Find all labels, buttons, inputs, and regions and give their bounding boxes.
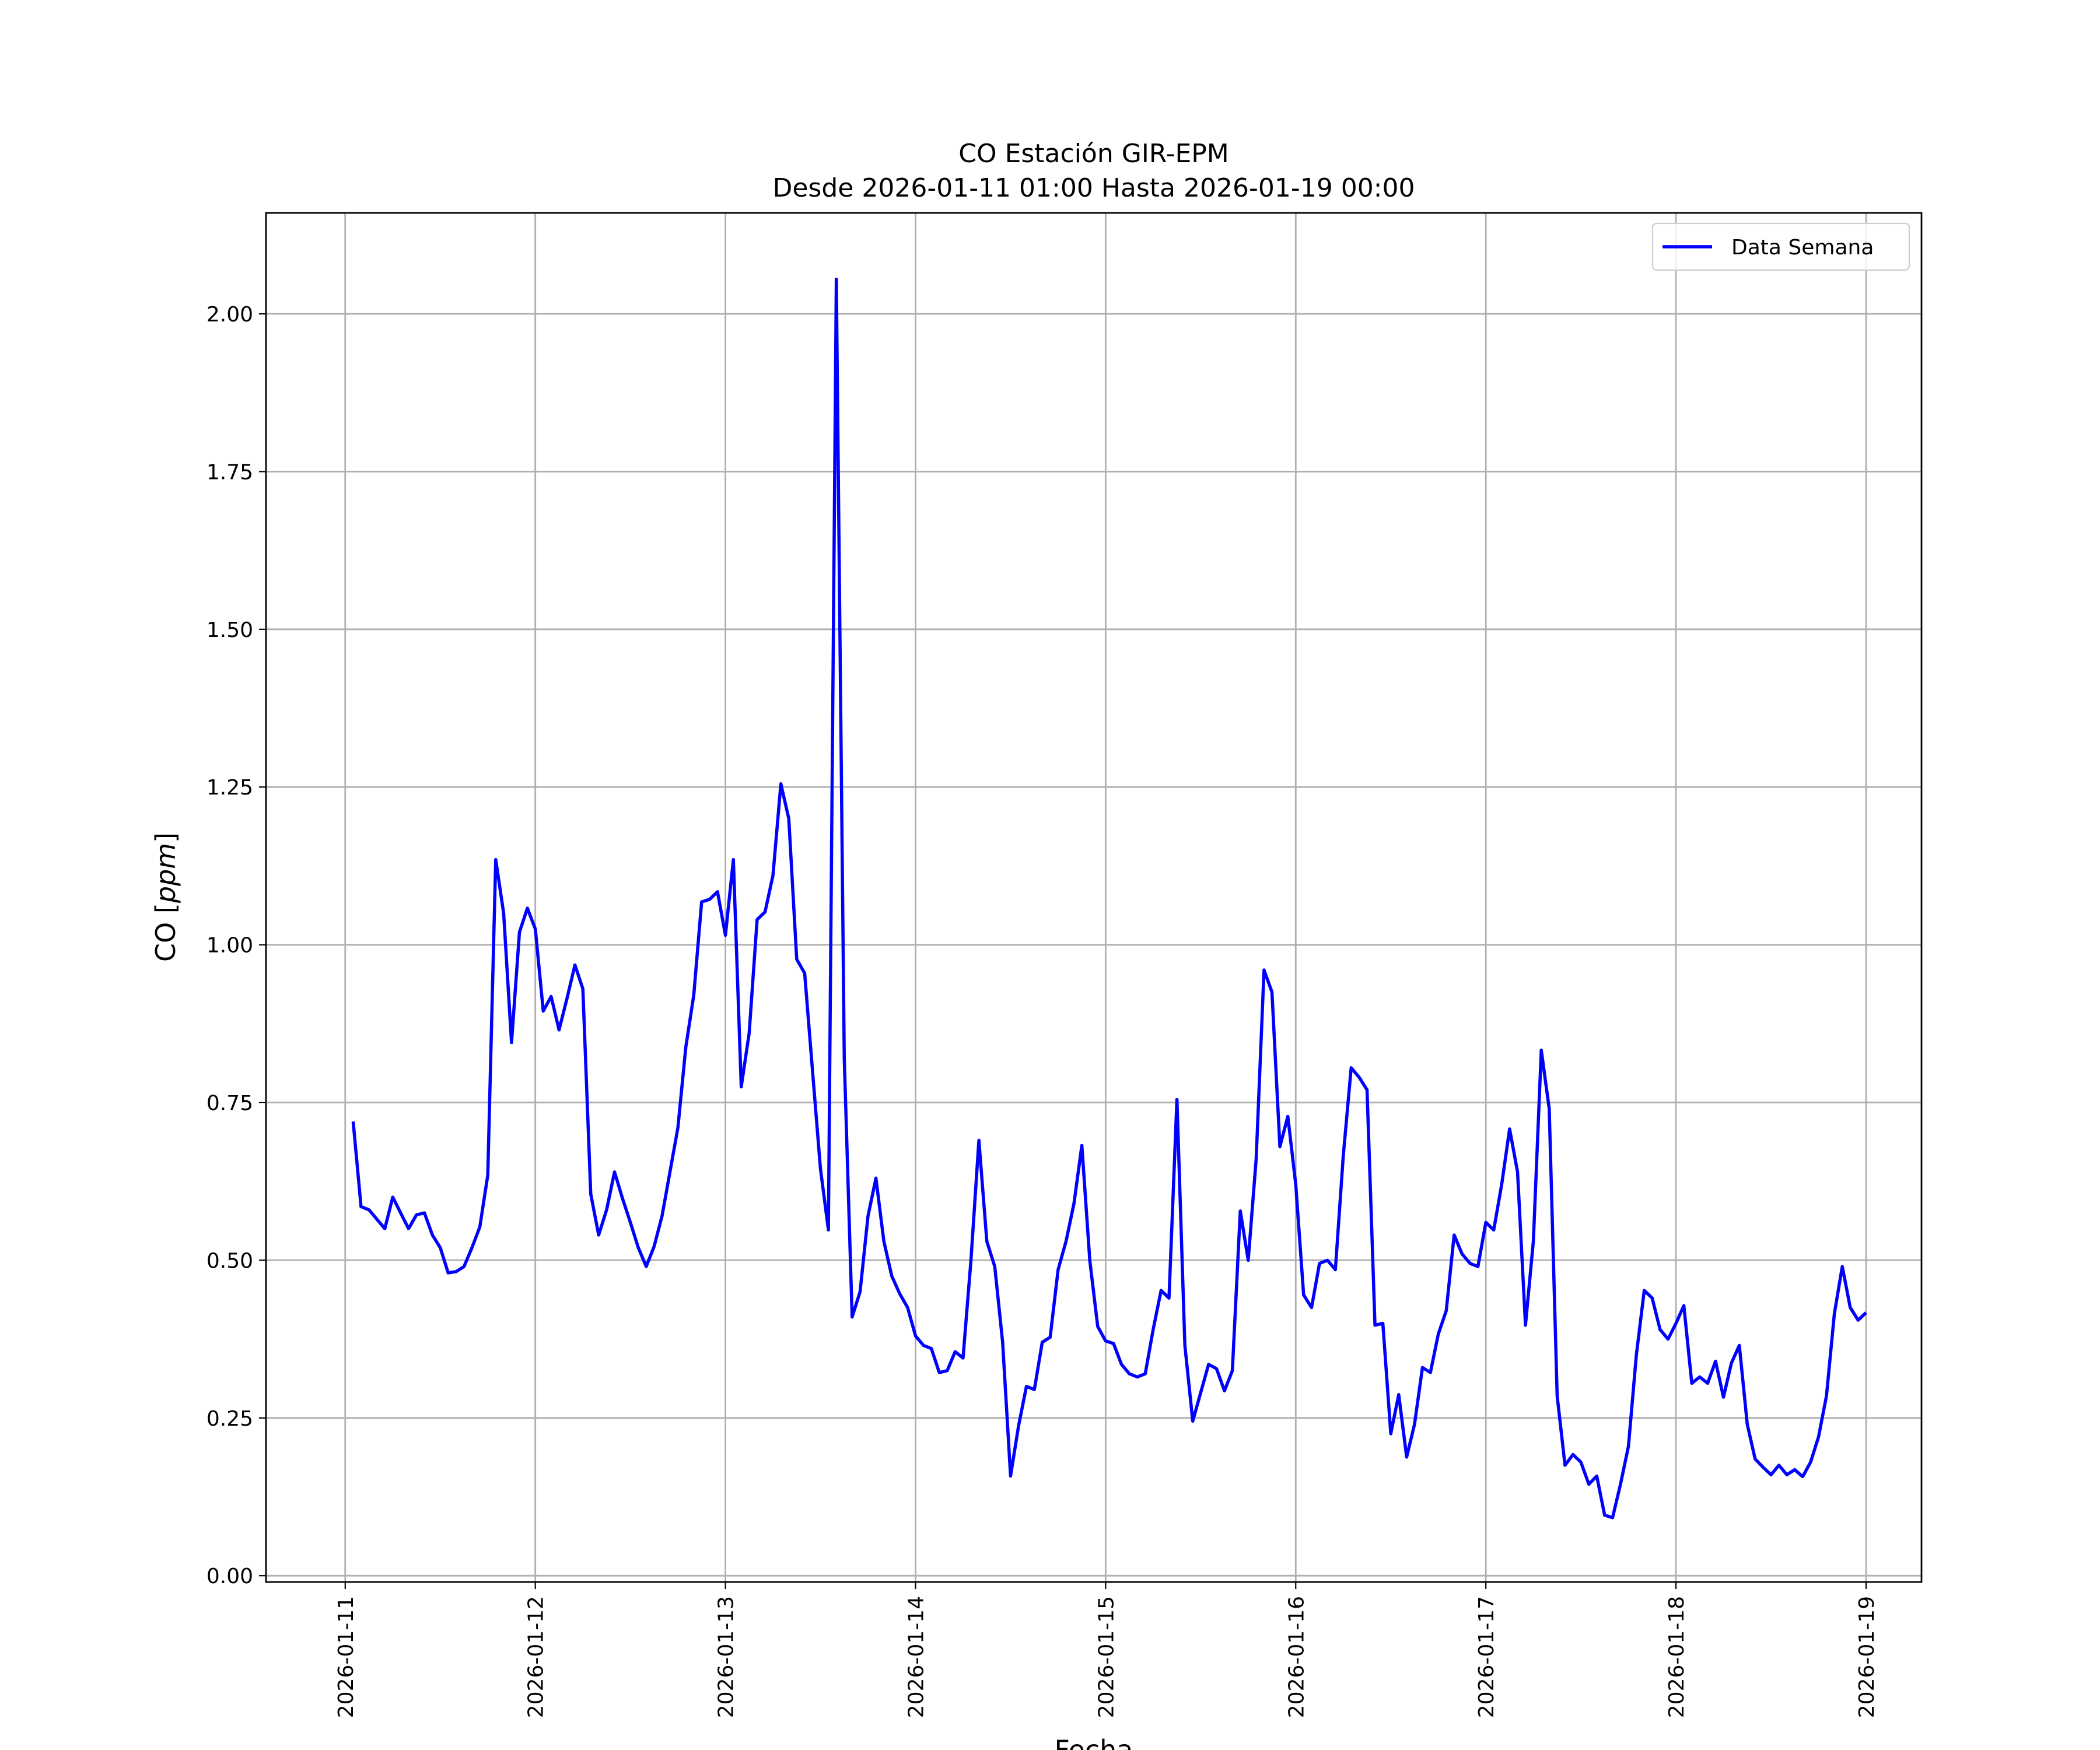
- y-tick-label: 0.50: [206, 1249, 253, 1273]
- y-axis-label-unit: ppm: [150, 843, 181, 904]
- y-tick-label: 0.25: [206, 1407, 253, 1431]
- y-tick-label: 1.25: [206, 776, 253, 800]
- x-tick-label: 2026-01-14: [904, 1596, 928, 1718]
- y-tick-label: 2.00: [206, 303, 253, 327]
- legend: Data Semana: [1651, 222, 1910, 271]
- series-layer: [351, 277, 1867, 1520]
- y-axis-label-name: CO: [150, 922, 181, 962]
- x-tick-label: 2026-01-13: [715, 1596, 738, 1718]
- y-axis-label-bracket-close: ]: [150, 832, 181, 843]
- y-tick-label: 0.75: [206, 1091, 253, 1115]
- plot-frame: [265, 212, 1923, 1583]
- x-tick-label: 2026-01-18: [1665, 1596, 1689, 1718]
- grid: [266, 213, 1922, 1582]
- legend-box: [1651, 222, 1910, 271]
- y-axis: 0.00 0.25 0.50 0.75 1.00 1.25 1.50 1.75 2.00: [206, 303, 266, 1588]
- x-tick-label: 2026-01-15: [1094, 1596, 1118, 1718]
- x-axis: 2026-01-11 2026-01-12 2026-01-13 2026-01-14…: [334, 1582, 1879, 1718]
- y-tick-label: 1.00: [206, 934, 253, 958]
- x-tick-label: 2026-01-17: [1475, 1596, 1499, 1718]
- series-line-0: [351, 277, 1867, 1520]
- y-tick-label: 1.75: [206, 460, 253, 484]
- y-tick-label: 1.50: [206, 618, 253, 642]
- y-axis-label-bracket-open: [: [150, 903, 181, 922]
- chart-subtitle: Desde 2026-01-11 01:00 Hasta 2026-01-19 …: [772, 173, 1415, 203]
- x-tick-label: 2026-01-19: [1855, 1596, 1879, 1718]
- chart-title: CO Estación GIR-EPM: [958, 139, 1229, 169]
- legend-label: Data Semana: [1731, 236, 1874, 260]
- x-tick-label: 2026-01-16: [1284, 1596, 1308, 1718]
- x-axis-label: Fecha: [1055, 1734, 1133, 1750]
- x-tick-label: 2026-01-11: [334, 1596, 358, 1718]
- y-axis-label: CO [ppm]: [150, 832, 181, 962]
- y-tick-label: 0.00: [206, 1564, 253, 1588]
- x-tick-label: 2026-01-12: [524, 1596, 548, 1718]
